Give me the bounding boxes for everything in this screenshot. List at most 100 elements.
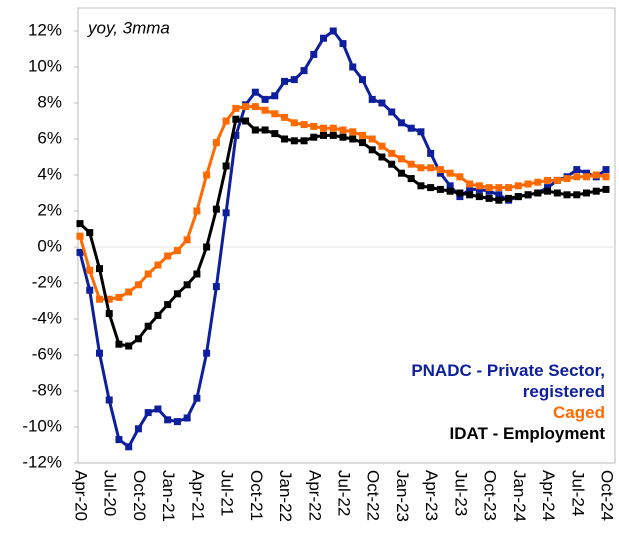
x-tick-label: Oct-24	[598, 470, 617, 521]
point-marker	[310, 133, 318, 141]
point-marker	[232, 115, 240, 123]
point-marker	[544, 184, 552, 192]
point-marker	[573, 166, 581, 174]
x-tick-label: Jan-24	[510, 470, 529, 522]
y-tick-label: -12%	[22, 452, 62, 471]
point-marker	[290, 119, 298, 127]
point-marker	[368, 95, 376, 103]
point-marker	[397, 119, 405, 127]
point-marker	[446, 187, 454, 195]
point-marker	[485, 187, 493, 195]
point-marker	[417, 128, 425, 136]
point-marker	[144, 409, 152, 417]
point-marker	[583, 173, 591, 181]
y-tick-label: -6%	[32, 344, 62, 363]
point-marker	[358, 139, 366, 147]
point-marker	[485, 184, 493, 192]
point-marker	[154, 405, 162, 413]
point-marker	[320, 124, 328, 132]
point-marker	[495, 184, 503, 192]
point-marker	[505, 184, 513, 192]
point-marker	[76, 232, 84, 240]
point-marker	[475, 193, 483, 201]
point-marker	[553, 176, 561, 184]
point-marker	[397, 155, 405, 163]
point-marker	[95, 295, 103, 303]
x-tick-label: Jan-21	[159, 470, 178, 522]
point-marker	[164, 252, 172, 260]
point-marker	[86, 286, 94, 294]
y-tick-label: 4%	[37, 164, 62, 183]
legend-entry: PNADC - Private Sector, registered	[411, 361, 605, 401]
point-marker	[602, 166, 610, 174]
point-marker	[86, 229, 94, 237]
point-marker	[378, 142, 386, 150]
point-marker	[514, 193, 522, 201]
point-marker	[261, 126, 269, 134]
point-marker	[183, 281, 191, 289]
point-marker	[349, 128, 357, 136]
point-marker	[164, 301, 172, 309]
point-marker	[173, 247, 181, 255]
point-marker	[76, 248, 84, 256]
point-marker	[573, 191, 581, 199]
legend: PNADC - Private Sector, registered Caged I…	[343, 360, 605, 444]
point-marker	[144, 322, 152, 330]
point-marker	[436, 169, 444, 177]
point-marker	[407, 124, 415, 132]
point-marker	[573, 173, 581, 181]
point-marker	[592, 171, 600, 179]
x-tick-label: Apr-20	[72, 470, 91, 521]
point-marker	[251, 88, 259, 96]
point-marker	[115, 340, 123, 348]
point-marker	[300, 121, 308, 129]
point-marker	[261, 95, 269, 103]
point-marker	[251, 126, 259, 134]
point-marker	[388, 160, 396, 168]
y-tick-label: 8%	[37, 92, 62, 111]
x-tick-label: Jan-22	[276, 470, 295, 522]
point-marker	[446, 169, 454, 177]
x-tick-label: Apr-23	[422, 470, 441, 521]
y-tick-label: 6%	[37, 128, 62, 147]
point-marker	[329, 124, 337, 132]
point-marker	[339, 126, 347, 134]
point-marker	[407, 175, 415, 183]
point-marker	[475, 182, 483, 190]
point-marker	[251, 103, 259, 111]
point-marker	[592, 187, 600, 195]
point-marker	[310, 122, 318, 130]
point-marker	[193, 394, 201, 402]
y-tick-label: -2%	[32, 272, 62, 291]
point-marker	[212, 139, 220, 147]
point-marker	[183, 414, 191, 422]
legend-entry: Caged	[553, 403, 605, 422]
x-tick-label: Jul-22	[335, 470, 354, 516]
point-marker	[583, 169, 591, 177]
point-marker	[524, 191, 532, 199]
y-tick-label: -8%	[32, 380, 62, 399]
point-marker	[212, 205, 220, 213]
point-marker	[320, 131, 328, 139]
point-marker	[456, 189, 464, 197]
point-marker	[563, 191, 571, 199]
point-marker	[115, 436, 123, 444]
point-marker	[329, 131, 337, 139]
point-marker	[524, 180, 532, 188]
point-marker	[115, 293, 123, 301]
point-marker	[281, 135, 289, 143]
point-marker	[212, 283, 220, 291]
point-marker	[290, 137, 298, 145]
point-marker	[203, 171, 211, 179]
point-marker	[173, 290, 181, 298]
point-marker	[368, 135, 376, 143]
x-tick-label: Oct-20	[130, 470, 149, 521]
point-marker	[388, 149, 396, 157]
point-marker	[466, 191, 474, 199]
point-marker	[320, 34, 328, 42]
point-marker	[378, 99, 386, 107]
point-marker	[232, 131, 240, 139]
point-marker	[232, 104, 240, 112]
point-marker	[193, 270, 201, 278]
